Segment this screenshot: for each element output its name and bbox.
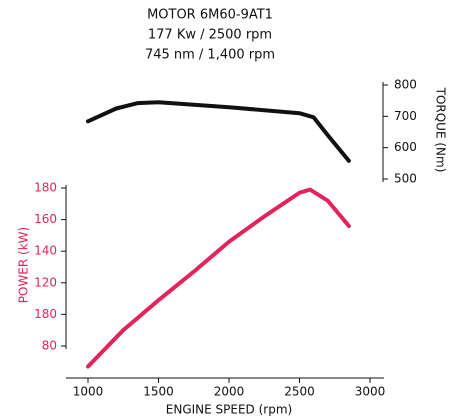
y-tick-label: 180 (34, 307, 57, 321)
y2-axis-label: TORQUE (Nm) (434, 87, 448, 173)
x-tick-label: 2000 (214, 385, 245, 399)
y2-tick-label: 600 (394, 140, 417, 154)
y-tick-label: 140 (34, 244, 57, 258)
y2-tick-label: 500 (394, 172, 417, 186)
y2-tick-label: 800 (394, 78, 417, 92)
x-tick-label: 1000 (73, 385, 104, 399)
line (86, 187, 351, 369)
y-tick-label: 120 (34, 275, 57, 289)
chart-title: MOTOR 6M60-9AT1 (147, 8, 273, 23)
y-tick-label: 80 (42, 339, 57, 353)
y2-tick-label: 700 (394, 109, 417, 123)
x-axis-label: ENGINE SPEED (rpm) (166, 403, 292, 417)
chart-subtitle: 745 nm / 1,400 rpm (145, 48, 275, 63)
y-tick-label: 180 (34, 181, 57, 195)
x-tick-label: 2500 (284, 385, 315, 399)
x-tick-label: 1500 (143, 385, 174, 399)
y-tick-label: 160 (34, 212, 57, 226)
line (86, 100, 351, 163)
x-tick-label: 3000 (355, 385, 386, 399)
y-axis-label: POWER (kW) (17, 227, 31, 303)
chart-subtitle: 177 Kw / 2500 rpm (148, 28, 272, 43)
